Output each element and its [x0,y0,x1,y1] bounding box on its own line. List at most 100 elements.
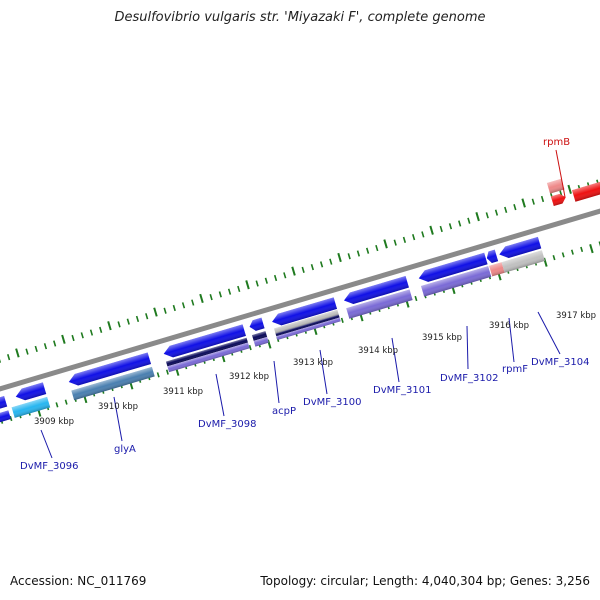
feature-shading [272,297,338,326]
feature-shading [253,336,269,347]
tick-mark [383,239,388,249]
feature-shading [546,178,565,194]
tick-mark [248,344,252,351]
gene-label[interactable]: rpmB [543,137,570,148]
tick-mark [89,329,94,336]
tick-mark [439,225,443,233]
tick-mark [53,340,57,347]
gene-label[interactable]: DvMF_3098 [198,419,256,430]
tick-mark [329,258,333,265]
gene-label[interactable]: DvMF_3102 [440,373,498,384]
tick-mark [421,231,425,238]
tick-mark [494,209,499,216]
tick-mark [393,239,397,246]
tick-mark [467,217,471,224]
tick-mark [255,280,259,287]
tick-mark [337,252,342,263]
tick-mark [310,264,314,271]
tick-mark [414,295,418,302]
gene-label[interactable]: DvMF_3096 [20,461,78,472]
tick-mark [172,304,176,312]
tick-mark [356,250,361,257]
feature-shading [167,342,250,373]
position-label: 3911 kbp [163,387,203,397]
tick-mark [561,252,565,258]
feature-shading [418,252,488,282]
leader-line [391,337,400,383]
tick-mark [156,372,160,378]
feature-shading [165,337,248,367]
leader-line [273,360,280,404]
feature-shading [275,314,340,337]
leader-line [537,311,561,355]
tick-mark [191,299,195,306]
position-label: 3914 kbp [358,346,398,356]
leader-line [508,317,515,363]
tick-mark [485,212,489,219]
tick-mark [227,288,232,295]
tick-mark [283,272,287,279]
gene-label[interactable]: glyA [114,444,136,455]
gene-label[interactable]: rpmF [502,364,528,375]
gene-label[interactable]: DvMF_3100 [303,397,361,408]
tick-mark [135,315,140,323]
gene-label[interactable]: acpP [272,406,296,417]
position-label: 3913 kbp [293,358,333,368]
tick-mark [165,369,169,375]
tick-mark [375,244,379,252]
leader-line [40,429,53,459]
feature-shading [71,366,155,401]
tick-mark [521,198,526,208]
leader-line [113,396,123,442]
tick-mark [264,277,268,284]
tick-mark [347,253,351,260]
feature-tracks [0,178,600,425]
position-label: 3915 kbp [422,333,462,343]
tick-mark [55,402,59,408]
position-label: 3910 kbp [98,402,138,412]
feature-shading [501,250,545,273]
tick-mark [301,266,305,273]
feature-shading [0,410,11,425]
position-label: 3909 kbp [34,417,74,427]
tick-mark [117,321,121,328]
tick-mark [291,266,296,276]
tick-mark [402,236,407,243]
tick-mark [7,354,11,361]
tick-mark [412,234,416,241]
tick-mark [567,184,572,194]
tick-mark [273,274,278,282]
label-leaders [40,149,566,459]
gene-label[interactable]: DvMF_3101 [373,385,431,396]
tick-mark [64,399,68,405]
tick-mark [340,317,344,323]
feature-shading [489,262,505,277]
feature-shading [572,178,600,202]
tick-mark [15,348,20,358]
feature-shading [550,193,566,207]
feature-shading [421,266,492,297]
leader-line [319,349,328,395]
feature-shading [274,309,339,334]
leader-line [466,325,469,370]
feature-shading [276,317,341,341]
tick-mark [71,334,75,342]
feature-shading [0,395,8,411]
tick-mark [99,326,103,333]
feature-shading [15,382,47,401]
tick-mark [43,343,48,350]
tick-mark [429,225,434,235]
tick-mark [531,198,535,205]
tick-mark [80,332,84,339]
gene-label[interactable]: DvMF_3104 [531,357,589,368]
tick-mark [365,247,370,254]
tick-mark [513,204,517,211]
feature-shading [343,276,409,305]
tick-mark [458,220,462,227]
map-title: Desulfovibrio vulgaris str. 'Miyazaki F'… [114,10,486,25]
tick-mark [199,293,204,304]
position-label: 3917 kbp [556,311,596,321]
leader-line [215,373,225,417]
tick-mark [126,318,130,325]
